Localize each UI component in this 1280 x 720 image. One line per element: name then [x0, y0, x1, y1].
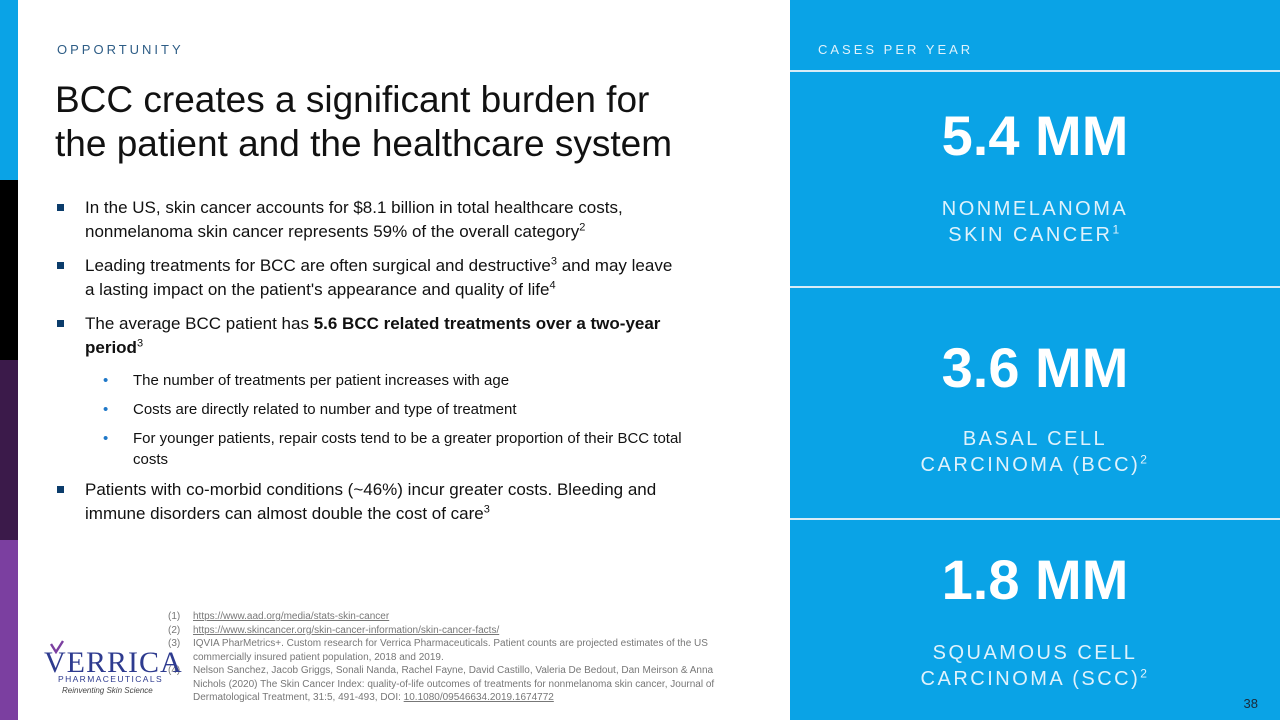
- reference-text: IQVIA PharMetrics+. Custom research for …: [193, 638, 708, 663]
- stat-label: NONMELANOMA SKIN CANCER1: [790, 196, 1280, 248]
- references: (1) https://www.aad.org/media/stats-skin…: [168, 610, 728, 705]
- dot-bullet-icon: •: [103, 372, 109, 389]
- logo-wordmark: VERRICA: [44, 646, 183, 679]
- sub-bullet-text: The number of treatments per patient inc…: [133, 372, 510, 389]
- stat-block-scc: 1.8 MM SQUAMOUS CELL CARCINOMA (SCC)2: [790, 550, 1280, 692]
- bullet-item: The average BCC patient has 5.6 BCC rela…: [57, 312, 707, 360]
- stats-panel: CASES PER YEAR 5.4 MM NONMELANOMA SKIN C…: [790, 0, 1280, 720]
- stat-label-line: CARCINOMA (SCC)2: [790, 666, 1280, 692]
- reference-item: (2) https://www.skincancer.org/skin-canc…: [168, 624, 728, 638]
- footnote-ref: 2: [1140, 452, 1150, 467]
- stat-label-text: CARCINOMA (SCC): [920, 668, 1141, 690]
- stat-label: SQUAMOUS CELL CARCINOMA (SCC)2: [790, 640, 1280, 692]
- slide-title: BCC creates a significant burden for the…: [55, 78, 775, 166]
- panel-divider: [790, 286, 1280, 288]
- panel-divider: [790, 70, 1280, 72]
- stat-value: 1.8 MM: [941, 548, 1129, 611]
- doi-link[interactable]: 10.1080/09546634.2019.1674772: [403, 692, 554, 703]
- title-line-1: BCC creates a significant burden for: [55, 79, 650, 120]
- panel-divider: [790, 518, 1280, 520]
- footnote-ref: 2: [1140, 666, 1150, 681]
- reference-number: (2): [168, 624, 181, 636]
- bullet-item: Patients with co-morbid conditions (~46%…: [57, 478, 695, 526]
- title-line-2: the patient and the healthcare system: [55, 123, 673, 164]
- dot-bullet-icon: •: [103, 401, 109, 418]
- reference-item: (4) Nelson Sanchez, Jacob Griggs, Sonali…: [168, 664, 728, 705]
- accent-stripe-purple: [0, 540, 18, 720]
- footnote-ref: 3: [550, 255, 557, 268]
- reference-link[interactable]: https://www.skincancer.org/skin-cancer-i…: [193, 624, 500, 636]
- stat-value: 3.6 MM: [941, 336, 1129, 399]
- panel-header: CASES PER YEAR: [818, 42, 974, 57]
- footnote-ref: 3: [136, 337, 144, 350]
- sub-bullet-text: For younger patients, repair costs tend …: [133, 430, 682, 468]
- sub-bullet-text: Costs are directly related to number and…: [133, 401, 517, 418]
- accent-stripe-black: [0, 180, 18, 360]
- reference-item: (1) https://www.aad.org/media/stats-skin…: [168, 610, 728, 624]
- square-bullet-icon: [57, 320, 64, 327]
- stat-label-line: SQUAMOUS CELL: [932, 642, 1138, 664]
- sub-bullet-item: • The number of treatments per patient i…: [57, 370, 707, 391]
- bullet-text: and may leave a lasting impact on the pa…: [85, 256, 673, 299]
- accent-stripe-blue: [0, 0, 18, 180]
- logo-tagline: Reinventing Skin Science: [62, 686, 153, 695]
- bullet-text: The average BCC patient has: [85, 314, 314, 333]
- footnote-ref: 1: [1112, 222, 1122, 237]
- reference-number: (1): [168, 611, 181, 622]
- square-bullet-icon: [57, 262, 64, 269]
- footnote-ref: 2: [579, 221, 586, 234]
- bullet-list: In the US, skin cancer accounts for $8.1…: [57, 196, 707, 536]
- accent-stripe-dark-purple: [0, 360, 18, 540]
- sub-bullet-item: • For younger patients, repair costs ten…: [57, 428, 707, 470]
- reference-link[interactable]: https://www.aad.org/media/stats-skin-can…: [193, 611, 390, 622]
- footnote-ref: 4: [549, 279, 556, 292]
- bullet-text: In the US, skin cancer accounts for $8.1…: [85, 198, 623, 241]
- bullet-item: Leading treatments for BCC are often sur…: [57, 254, 685, 302]
- logo-subtitle: PHARMACEUTICALS: [58, 674, 164, 684]
- reference-number: (3): [168, 638, 181, 649]
- square-bullet-icon: [57, 204, 64, 211]
- verrica-logo: VERRICA PHARMACEUTICALS Reinventing Skin…: [44, 640, 182, 698]
- stat-label-line: NONMELANOMA: [941, 198, 1129, 220]
- stat-block-bcc: 3.6 MM BASAL CELL CARCINOMA (BCC)2: [790, 338, 1280, 478]
- sub-bullet-item: • Costs are directly related to number a…: [57, 399, 707, 420]
- section-label: OPPORTUNITY: [57, 42, 184, 57]
- page-number: 38: [1243, 696, 1258, 711]
- bullet-bold-text: 5.6 BCC related treatments over a two-ye…: [85, 314, 661, 357]
- stat-label: BASAL CELL CARCINOMA (BCC)2: [790, 426, 1280, 478]
- stat-label-text: SKIN CANCER: [948, 224, 1113, 246]
- stat-value: 5.4 MM: [941, 104, 1129, 167]
- reference-item: (3) IQVIA PharMetrics+. Custom research …: [168, 637, 728, 664]
- dot-bullet-icon: •: [103, 430, 109, 447]
- reference-text: Nelson Sanchez, Jacob Griggs, Sonali Nan…: [193, 665, 715, 703]
- stat-label-text: CARCINOMA (BCC): [920, 454, 1141, 476]
- logo-check-icon: [50, 640, 64, 654]
- stat-label-line: SKIN CANCER1: [790, 222, 1280, 248]
- bullet-text: Patients with co-morbid conditions (~46%…: [85, 480, 657, 523]
- footnote-ref: 3: [483, 503, 490, 516]
- stat-label-line: CARCINOMA (BCC)2: [790, 452, 1280, 478]
- reference-number: (4): [168, 665, 181, 676]
- bullet-text: Leading treatments for BCC are often sur…: [85, 256, 551, 275]
- stat-label-line: BASAL CELL: [962, 428, 1108, 450]
- bullet-item: In the US, skin cancer accounts for $8.1…: [57, 196, 707, 244]
- square-bullet-icon: [57, 486, 64, 493]
- stat-block-nmsc: 5.4 MM NONMELANOMA SKIN CANCER1: [790, 106, 1280, 248]
